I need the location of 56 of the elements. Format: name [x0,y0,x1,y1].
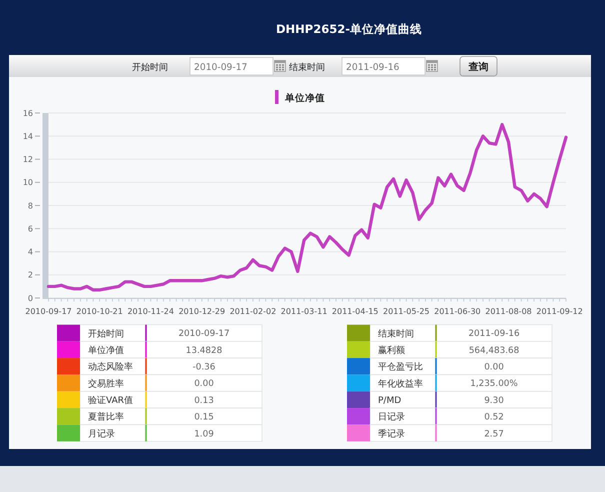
line-series [46,122,568,292]
text: 1,235.00% [470,379,518,390]
text: 2011-09-16 [346,62,400,73]
text: 2010-09-17 [178,329,230,340]
x-tick-label: 2011-04-15 [332,307,378,316]
text: 0.00 [194,379,214,390]
category-label: 平仓盈亏比 [378,362,423,373]
text: 2.57 [484,429,504,440]
x-tick-label: 2010-10-21 [76,307,123,316]
y-tick-label: 10 [22,178,33,188]
category-label: 交易胜率 [88,378,124,390]
x-tick-label: 2011-05-25 [383,307,430,316]
category-label: 验证VAR值 [88,395,133,406]
y-tick-label: 8 [28,201,33,210]
category-label: 单位净值 [88,345,124,356]
x-tick-label: 2010-09-17 [25,307,72,316]
text: 13.4828 [186,346,222,356]
x-tick-label: 2010-12-29 [178,307,226,316]
y-tick-label: 2 [28,270,33,280]
x-tick-label: 2011-02-02 [230,307,276,316]
x-tick-label: 2010-11-24 [127,307,174,316]
text: 9.30 [484,396,504,406]
category-label: 结束时间 [378,328,414,340]
y-tick-label: 12 [22,155,33,164]
text: 2011-09-16 [468,329,520,340]
text: 564,483.68 [468,346,520,356]
x-tick-label: 2011-09-12 [536,307,583,316]
category-label: 月记录 [88,428,115,440]
category-label: 年化收益率 [378,378,423,390]
text: 1.09 [194,429,214,440]
category-label: 夏普比率 [88,412,124,423]
y-tick-label: 6 [28,224,33,234]
text: 查询 [468,61,488,73]
category-label: 季记录 [378,428,405,440]
x-tick-label: 2011-08-08 [485,307,532,316]
legend-label: 单位净值 [284,92,325,104]
text: 2010-09-17 [194,62,248,73]
y-tick-label: 0 [28,294,33,303]
x-tick-label: 2011-03-11 [280,307,328,316]
category-label: 开始时间 [88,328,124,340]
text: -0.36 [192,362,216,373]
category-label: 赢利额 [378,345,405,356]
text: 开始时间 [132,62,168,73]
y-tick-label: 16 [22,108,33,118]
category-label: P/MD [378,396,402,406]
text: 0.52 [484,412,504,423]
y-tick-label: 14 [22,132,33,141]
x-tick-label: 2011-06-30 [434,307,481,316]
category-label: 动态风险率 [88,362,133,373]
y-tick-label: 4 [28,248,33,257]
chart-title: DHHP2652-单位净值曲线 [276,22,422,36]
text: 0.00 [484,362,504,373]
text: 0.15 [194,412,214,423]
text: 结束时间 [289,62,325,73]
text: 0.13 [194,396,214,406]
category-label: 日记录 [378,412,405,423]
